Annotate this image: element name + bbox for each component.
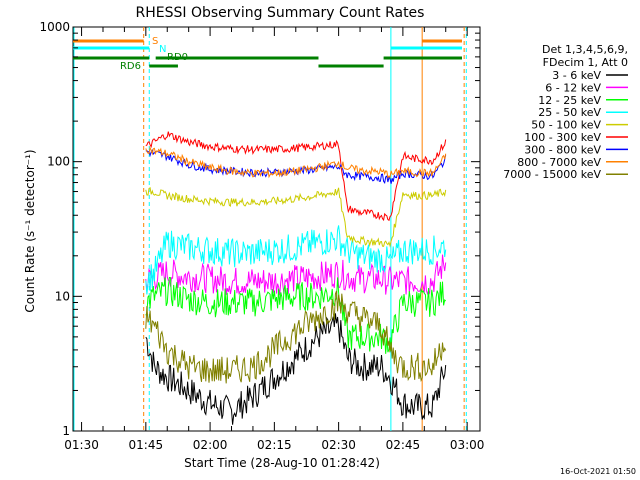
legend-label: 100 - 300 keV [524,131,601,144]
flag-label-rd0: RD0 [167,52,188,63]
legend: Det 1,3,4,5,6,9, FDecim 1, Att 0 3 - 6 k… [503,43,628,181]
legend-label: 50 - 100 keV [531,119,601,132]
y-ticks: 1 10 100 1000 [39,20,480,438]
series-line-5 [145,131,447,222]
x-tick-label: 02:15 [257,438,292,452]
x-axis-label: Start Time (28-Aug-10 01:28:42) [184,456,380,470]
timestamp: 16-Oct-2021 01:50 [560,467,636,476]
legend-label: 7000 - 15000 keV [503,168,601,181]
plot-frame [72,26,481,432]
y-tick-label: 1000 [39,20,70,34]
plot-area: 1 10 100 1000 01:30 01:45 02:00 02:15 02:30 02:4… [39,20,484,452]
series-line-3 [145,225,447,295]
y-tick-label: 10 [55,289,70,303]
series-line-1 [145,254,447,296]
flag-lines [73,27,467,431]
y-tick-label: 1 [62,424,70,438]
legend-label: 25 - 50 keV [538,106,601,119]
x-tick-label: 01:30 [64,438,99,452]
legend-label: 800 - 7000 keV [517,156,601,169]
series-line-8 [145,290,447,384]
x-tick-label: 02:00 [193,438,228,452]
y-axis-label: Count Rate (s⁻¹ detector⁻¹) [23,149,37,312]
flag-label-s: S [152,36,158,47]
legend-header-line-2: FDecim 1, Att 0 [543,56,628,69]
x-tick-label: 02:30 [321,438,356,452]
y-tick-label: 100 [47,155,70,169]
chart-title: RHESSI Observing Summary Count Rates [136,5,425,21]
series-line-4 [145,186,447,248]
x-tick-label: 02:45 [386,438,421,452]
legend-label: 3 - 6 keV [552,69,601,82]
x-tick-label: 03:00 [450,438,485,452]
flag-label-rd6: RD6 [120,61,141,72]
x-ticks: 01:30 01:45 02:00 02:15 02:30 02:45 03:00 [64,27,484,452]
series-line-0 [145,313,447,425]
legend-label: 6 - 12 keV [545,81,601,94]
flag-label-n: N [159,44,166,55]
series-line-2 [145,276,447,354]
legend-header-line-1: Det 1,3,4,5,6,9, [542,43,628,56]
x-tick-label: 01:45 [129,438,164,452]
series-group [145,131,447,425]
legend-label: 300 - 800 keV [524,143,601,156]
legend-label: 12 - 25 keV [538,94,601,107]
series-line-7 [145,146,447,179]
series-line-6 [145,149,447,185]
